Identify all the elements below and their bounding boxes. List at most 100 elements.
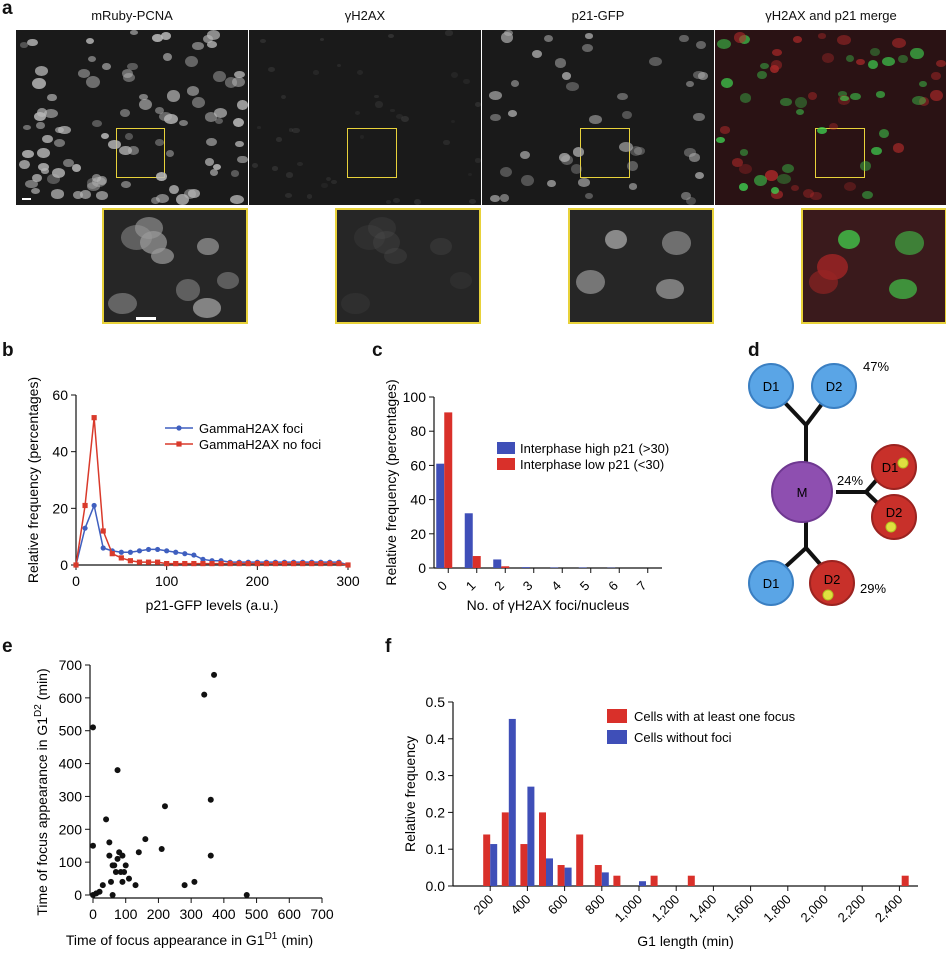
scatter-point <box>158 846 165 852</box>
y-tick-label: 0 <box>60 557 68 573</box>
nucleus <box>388 34 394 39</box>
nucleus <box>307 194 313 199</box>
scatter-point <box>243 892 250 898</box>
nucleus <box>889 279 917 300</box>
micrograph-gh2ax <box>249 30 481 205</box>
nucleus <box>31 174 42 183</box>
data-point <box>118 549 124 555</box>
pct-mid: 24% <box>837 473 863 488</box>
nucleus <box>449 271 473 290</box>
nucleus <box>912 95 926 106</box>
legend-swatch <box>607 709 627 723</box>
bar-with-focus <box>520 844 528 886</box>
nucleus <box>738 183 748 191</box>
nucleus <box>521 175 534 187</box>
nucleus <box>543 34 554 43</box>
nucleus <box>138 99 153 111</box>
nucleus <box>207 41 218 48</box>
nucleus <box>186 85 200 96</box>
nucleus <box>38 163 50 172</box>
nucleus <box>53 138 66 147</box>
nucleus <box>383 247 407 265</box>
nucleus <box>892 143 904 153</box>
nucleus <box>856 58 866 66</box>
y-axis-title: Relative frequency <box>402 736 418 852</box>
nucleus <box>845 54 855 63</box>
nucleus <box>120 181 131 188</box>
nucleus <box>205 112 217 123</box>
lineage-diagram: D1 D2 47% M 24% D1 D2 D1 D2 29% <box>748 359 917 606</box>
nucleus <box>554 58 567 68</box>
nucleus <box>96 191 109 200</box>
scatter-point <box>191 878 198 885</box>
nucleus <box>58 125 72 135</box>
nucleus <box>931 72 941 80</box>
nucleus <box>259 38 266 44</box>
nucleus <box>604 229 627 249</box>
scatter-point <box>99 882 106 889</box>
y-tick-label: 400 <box>59 756 83 772</box>
y-tick-label: 20 <box>410 526 426 542</box>
y-tick-label: 0.1 <box>426 841 446 857</box>
mother-text: M <box>797 485 808 500</box>
nucleus <box>73 191 83 199</box>
scatter-point <box>103 816 110 823</box>
nucleus <box>47 93 57 102</box>
nucleus <box>235 140 244 148</box>
x-axis-title: Time of focus appearance in G1D1 (min) <box>66 931 313 948</box>
panel-f-label: f <box>385 636 392 657</box>
nucleus <box>288 128 294 132</box>
nucleus <box>867 59 879 69</box>
nucleus <box>214 108 228 118</box>
nucleus <box>816 127 827 135</box>
nucleus <box>102 63 111 70</box>
nucleus <box>26 38 38 47</box>
roi-box <box>815 128 865 178</box>
x-tick-label: 3 <box>520 578 536 594</box>
nucleus <box>331 179 337 185</box>
x-tick-label: 0 <box>434 578 450 594</box>
data-point <box>136 559 143 565</box>
nucleus <box>559 153 570 162</box>
nucleus <box>156 193 169 204</box>
nucleus <box>443 140 450 145</box>
y-tick-label: 0.2 <box>426 804 446 820</box>
nucleus <box>36 121 45 130</box>
nucleus <box>882 56 895 67</box>
nucleus <box>769 64 779 73</box>
x-tick-label: 5 <box>577 578 593 594</box>
nucleus <box>392 198 400 204</box>
nucleus <box>413 198 421 205</box>
nucleus <box>688 153 700 162</box>
bar-with-focus <box>539 812 546 886</box>
nucleus <box>618 141 633 152</box>
x-tick-label: 700 <box>310 906 334 922</box>
chart-e: 0 100 200 300 400 500 600 700 0 100 200 300 400 500 60… <box>33 657 334 948</box>
nucleus <box>584 33 594 40</box>
scatter-point <box>135 849 142 856</box>
nucleus <box>918 97 930 107</box>
nucleus <box>354 110 361 115</box>
nucleus <box>54 126 64 133</box>
nucleus <box>445 30 453 36</box>
y-tick-label: 60 <box>52 387 68 403</box>
data-point <box>127 549 133 555</box>
nucleus <box>634 147 645 155</box>
nucleus <box>47 173 60 185</box>
nucleus <box>150 196 160 204</box>
nucleus <box>192 298 222 318</box>
nucleus <box>85 75 100 89</box>
nucleus <box>561 72 572 81</box>
data-point <box>109 551 115 557</box>
nucleus <box>450 71 459 79</box>
nucleus <box>782 164 795 173</box>
x-tick-label: 200 <box>470 892 496 918</box>
legend-label: Interphase low p21 (<30) <box>520 457 664 472</box>
nucleus <box>501 32 513 43</box>
data-point <box>91 415 97 421</box>
x-tick-label: 2,200 <box>835 892 869 926</box>
scatter-point <box>207 796 214 803</box>
nucleus <box>118 145 132 156</box>
nucleus <box>229 194 244 204</box>
x-tick-label: 6 <box>605 578 621 594</box>
